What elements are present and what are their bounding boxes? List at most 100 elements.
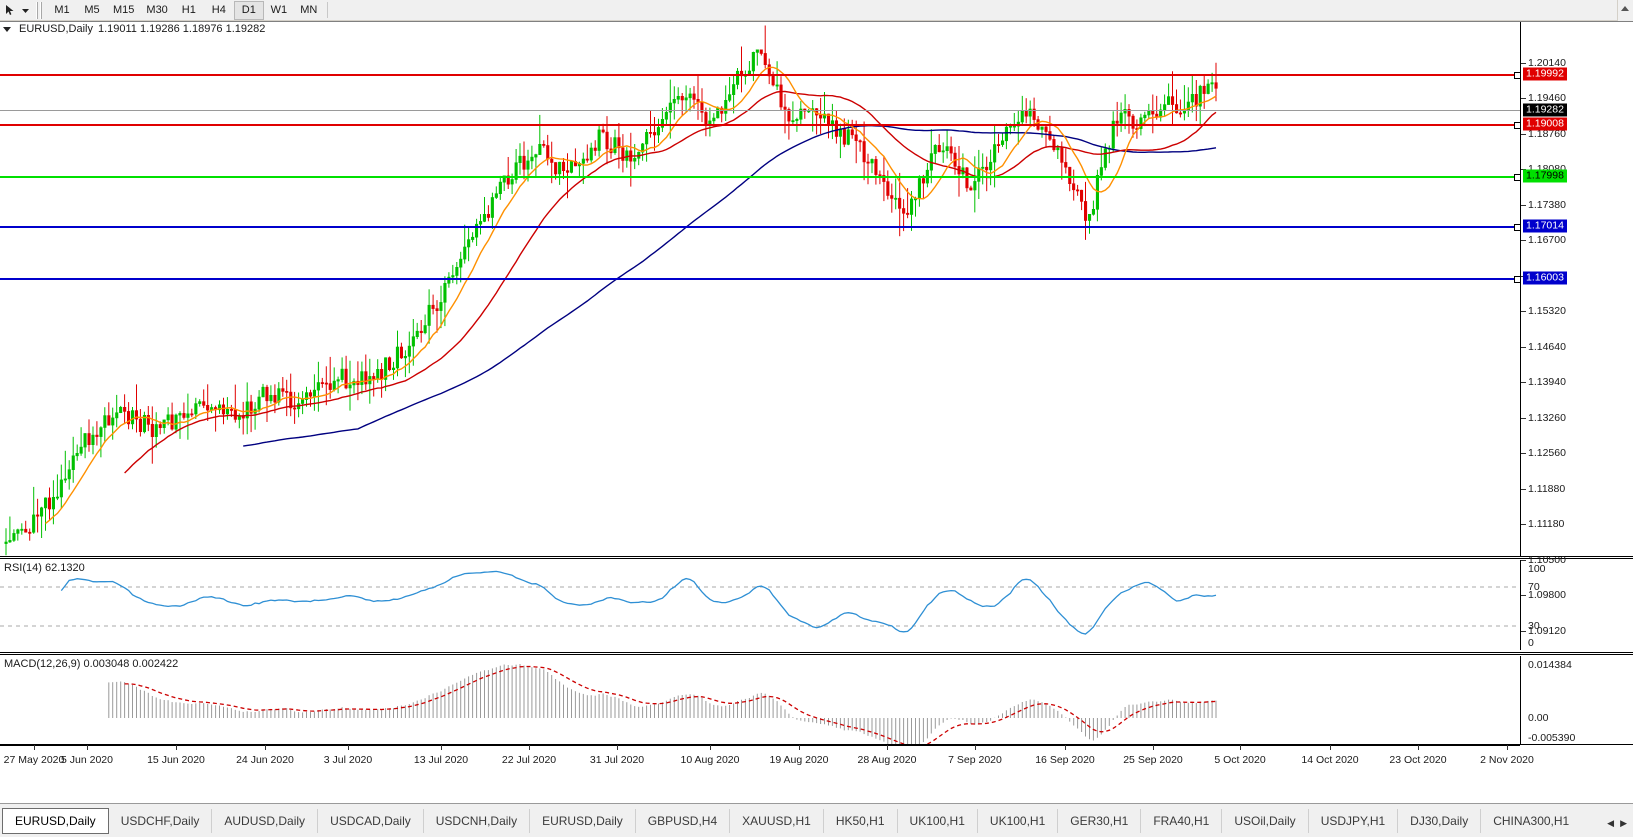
price-tick-label: 1.09800 bbox=[1528, 589, 1566, 601]
price-tick bbox=[1521, 347, 1526, 348]
toolbar-grip[interactable] bbox=[36, 1, 43, 19]
resistance-line-119992[interactable] bbox=[0, 71, 1521, 79]
date-tick bbox=[1153, 745, 1154, 750]
price-tick-label: 1.16700 bbox=[1528, 234, 1566, 246]
date-tick bbox=[710, 745, 711, 750]
price-tick-label: 1.11180 bbox=[1528, 518, 1565, 530]
chevron-down-icon[interactable] bbox=[18, 2, 32, 18]
price-plot bbox=[4, 25, 1218, 556]
date-axis-label: 25 Sep 2020 bbox=[1123, 754, 1183, 766]
price-tick-label: 1.13940 bbox=[1528, 376, 1566, 388]
timeframe-d1[interactable]: D1 bbox=[233, 0, 264, 20]
date-axis-label: 2 Nov 2020 bbox=[1480, 754, 1534, 766]
timeframe-m30[interactable]: M30 bbox=[146, 4, 168, 16]
timeframe-mn[interactable]: MN bbox=[300, 4, 318, 16]
price-tick-label: 1.10500 bbox=[1528, 554, 1566, 566]
price-tick-label: 1.20140 bbox=[1528, 57, 1566, 69]
date-tick bbox=[1240, 745, 1241, 750]
chart-tab-gbpusd-h4[interactable]: GBPUSD,H4 bbox=[636, 809, 731, 833]
price-level-badge-117014[interactable]: 1.17014 bbox=[1523, 219, 1567, 233]
chart-tab-usdcad-daily[interactable]: USDCAD,Daily bbox=[318, 809, 424, 833]
macd-plot bbox=[108, 664, 1217, 744]
collapse-triangle-icon[interactable] bbox=[3, 26, 11, 32]
price-tick-label: 1.09120 bbox=[1528, 625, 1566, 637]
timeframe-m5[interactable]: M5 bbox=[84, 4, 100, 16]
date-tick bbox=[176, 745, 177, 750]
timeframe-m15[interactable]: M15 bbox=[113, 4, 135, 16]
chart-tab-uk100-h1[interactable]: UK100,H1 bbox=[898, 809, 978, 833]
date-tick bbox=[975, 745, 976, 750]
date-axis-label: 5 Jun 2020 bbox=[61, 754, 113, 766]
chart-tab-eurusd-daily[interactable]: EURUSD,Daily bbox=[2, 808, 109, 834]
date-tick bbox=[87, 745, 88, 750]
rsi-pane[interactable]: RSI(14) 62.1320 100 70 30 0 bbox=[0, 560, 1633, 650]
rsi-level-30: 30 bbox=[1528, 620, 1540, 632]
top-toolbar: M1 M5 M15 M30 H1 H4 D1 W1 MN bbox=[0, 0, 1633, 21]
tab-scroll-left-icon[interactable]: ◀ bbox=[1607, 818, 1615, 828]
chart-tab-usdcnh-daily[interactable]: USDCNH,Daily bbox=[424, 809, 531, 833]
chart-tab-audusd-daily[interactable]: AUDUSD,Daily bbox=[212, 809, 319, 833]
chart-tab-usdjpy-h1[interactable]: USDJPY,H1 bbox=[1309, 809, 1399, 833]
price-tick-label: 1.11880 bbox=[1528, 483, 1566, 495]
chart-tab-uk100-h1[interactable]: UK100,H1 bbox=[978, 809, 1059, 833]
chart-container[interactable]: EURUSD,Daily 1.19011 1.19286 1.18976 1.1… bbox=[0, 21, 1633, 778]
price-tick-label: 1.17380 bbox=[1528, 199, 1566, 211]
date-axis-label: 19 Aug 2020 bbox=[769, 754, 829, 766]
chart-tab-hk50-h1[interactable]: HK50,H1 bbox=[824, 809, 898, 833]
date-axis-label: 15 Jun 2020 bbox=[147, 754, 205, 766]
tab-scroll-right-icon[interactable]: ▶ bbox=[1620, 818, 1627, 828]
timeframe-w1[interactable]: W1 bbox=[270, 4, 288, 16]
pane-separator-macd[interactable] bbox=[0, 652, 1633, 655]
support-line-117014[interactable] bbox=[0, 223, 1521, 231]
date-axis[interactable]: 27 May 2020 5 Jun 2020 15 Jun 2020 24 Jun 2… bbox=[0, 744, 1633, 778]
tab-scroll-controls[interactable]: ◀ ▶ bbox=[1607, 818, 1633, 829]
rsi-label: RSI(14) 62.1320 bbox=[4, 562, 85, 574]
pane-separator-rsi[interactable] bbox=[0, 556, 1633, 559]
crosshair-cursor-icon[interactable] bbox=[2, 2, 18, 18]
date-tick bbox=[887, 745, 888, 750]
date-axis-label: 23 Oct 2020 bbox=[1389, 754, 1447, 766]
price-tick-label: 1.18760 bbox=[1528, 128, 1566, 140]
price-tick bbox=[1521, 489, 1526, 490]
price-tick-label: 1.12560 bbox=[1528, 447, 1566, 459]
price-axis[interactable]: 1.201401.194601.187601.180801.173801.167… bbox=[1520, 22, 1633, 637]
timeframe-h1[interactable]: H1 bbox=[181, 4, 196, 16]
chart-tab-china300-h1[interactable]: CHINA300,H1 bbox=[1481, 809, 1577, 833]
support-line-117998[interactable] bbox=[0, 173, 1521, 181]
date-axis-line bbox=[0, 745, 1520, 746]
macd-pane[interactable]: MACD(12,26,9) 0.003048 0.002422 0.014384… bbox=[0, 656, 1633, 744]
chart-tab-eurusd-daily[interactable]: EURUSD,Daily bbox=[530, 809, 636, 833]
date-axis-label: 10 Aug 2020 bbox=[680, 754, 740, 766]
resistance-line-119008[interactable] bbox=[0, 121, 1521, 129]
chart-tab-dj30-daily[interactable]: DJ30,Daily bbox=[1398, 809, 1482, 833]
price-tick bbox=[1521, 63, 1526, 64]
macd-level-max: 0.014384 bbox=[1528, 659, 1572, 671]
chart-tab-usoil-daily[interactable]: USOil,Daily bbox=[1222, 809, 1309, 833]
date-tick bbox=[799, 745, 800, 750]
chart-tab-xauusd-h1[interactable]: XAUUSD,H1 bbox=[730, 809, 824, 833]
price-tick bbox=[1521, 98, 1526, 99]
price-pane[interactable]: EURUSD,Daily 1.19011 1.19286 1.18976 1.1… bbox=[0, 22, 1633, 637]
date-tick bbox=[1065, 745, 1066, 750]
date-axis-label: 13 Jul 2020 bbox=[413, 754, 469, 766]
support-line-116003[interactable] bbox=[0, 275, 1521, 283]
macd-level-min: -0.005390 bbox=[1528, 732, 1576, 744]
price-level-badge-119992[interactable]: 1.19992 bbox=[1523, 67, 1567, 81]
date-axis-label: 14 Oct 2020 bbox=[1301, 754, 1359, 766]
chart-tab-fra40-h1[interactable]: FRA40,H1 bbox=[1141, 809, 1223, 833]
price-tick bbox=[1521, 453, 1526, 454]
vertical-scrollbar-up[interactable] bbox=[1617, 0, 1633, 22]
chart-tab-bar[interactable]: EURUSD,Daily USDCHF,Daily AUDUSD,Daily USDC… bbox=[0, 803, 1633, 837]
date-axis-label: 3 Jul 2020 bbox=[323, 754, 373, 766]
price-level-badge-116003[interactable]: 1.16003 bbox=[1523, 271, 1567, 285]
chart-tab-ger30-h1[interactable]: GER30,H1 bbox=[1058, 809, 1142, 833]
price-level-badge-117998[interactable]: 1.17998 bbox=[1523, 169, 1567, 183]
timeframe-m1[interactable]: M1 bbox=[54, 4, 70, 16]
chart-tab-usdchf-daily[interactable]: USDCHF,Daily bbox=[109, 809, 213, 833]
date-tick bbox=[617, 745, 618, 750]
timeframe-h4[interactable]: H4 bbox=[211, 4, 226, 16]
price-level-badge-119282[interactable]: 1.19282 bbox=[1523, 103, 1567, 117]
price-tick bbox=[1521, 382, 1526, 383]
price-level-badge-119008[interactable]: 1.19008 bbox=[1523, 117, 1567, 131]
price-tick bbox=[1521, 418, 1526, 419]
